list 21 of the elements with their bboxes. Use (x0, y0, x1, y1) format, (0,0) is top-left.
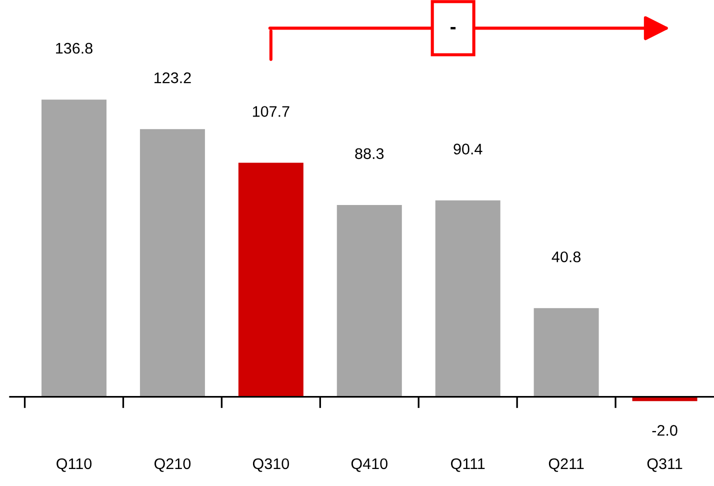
x-tick-label: Q111 (451, 458, 485, 472)
x-tick-label: Q310 (252, 458, 290, 472)
bar (534, 308, 599, 397)
bar (140, 129, 205, 397)
data-label: 107.7 (252, 106, 290, 117)
bar (42, 100, 106, 397)
data-label: -2.0 (652, 425, 678, 436)
x-tick-label: Q110 (56, 458, 92, 472)
bar (238, 162, 304, 397)
bar (336, 204, 402, 397)
x-tick-label: Q210 (154, 458, 191, 472)
bar (435, 200, 500, 397)
data-label: 90.4 (454, 144, 482, 154)
x-tick-label: Q211 (548, 458, 584, 472)
x-tick-label: Q410 (351, 458, 388, 472)
data-label: 136.8 (56, 42, 92, 54)
x-tick-label: Q311 (647, 458, 682, 472)
data-label: 123.2 (154, 72, 191, 84)
data-label: 40.8 (552, 251, 581, 262)
data-label: 88.3 (355, 148, 384, 160)
text: - (450, 27, 456, 30)
